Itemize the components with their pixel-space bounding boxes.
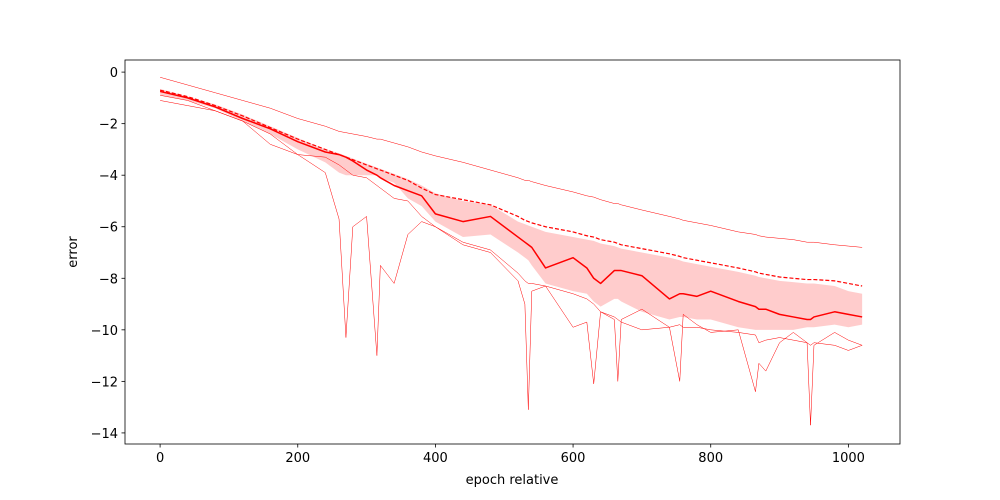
y-tick-label: −14 xyxy=(91,427,118,442)
line xyxy=(159,89,863,287)
plot-frame xyxy=(124,59,901,445)
line xyxy=(159,90,863,321)
x-tick-label: 200 xyxy=(285,451,310,466)
x-tick-label: 400 xyxy=(423,451,448,466)
line xyxy=(160,77,863,248)
y-tick-label: 0 xyxy=(110,66,118,81)
band xyxy=(160,88,863,330)
y-axis-label: error xyxy=(66,236,81,268)
line xyxy=(160,100,863,351)
x-tick-label: 1000 xyxy=(832,451,865,466)
x-tick-label: 0 xyxy=(156,451,164,466)
y-tick-label: −4 xyxy=(99,169,118,184)
x-tick-label: 600 xyxy=(561,451,586,466)
y-tick-label: −2 xyxy=(99,118,118,133)
y-tick-label: −10 xyxy=(91,324,118,339)
x-axis-label: epoch relative xyxy=(466,473,559,488)
y-tick-label: −12 xyxy=(91,375,118,390)
y-tick-label: −8 xyxy=(99,272,118,287)
y-tick-label: −6 xyxy=(99,221,118,236)
line xyxy=(160,95,863,426)
x-tick-label: 800 xyxy=(698,451,723,466)
